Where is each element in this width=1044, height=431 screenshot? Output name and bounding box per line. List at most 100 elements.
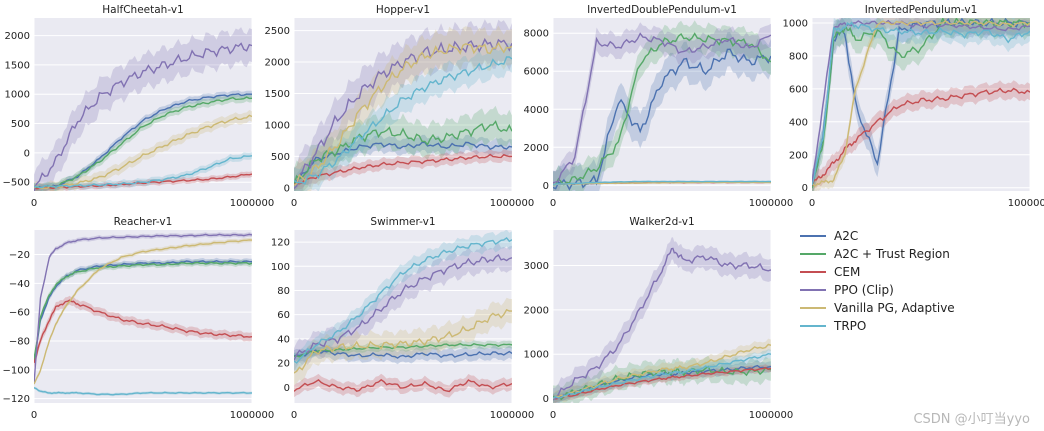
y-tick-label: 800 bbox=[789, 51, 808, 62]
line-a2c-trust-region bbox=[34, 261, 252, 360]
plot-series-group bbox=[812, 18, 1030, 191]
x-tick-label: 1000000 bbox=[230, 198, 275, 209]
line-cem bbox=[294, 153, 512, 186]
plot-background bbox=[812, 18, 1030, 191]
band-a2c bbox=[812, 18, 1030, 191]
y-tick-label: 100 bbox=[271, 262, 290, 273]
line-vanilla-pg-adaptive bbox=[294, 41, 512, 186]
y-tick-label: −20 bbox=[9, 250, 30, 261]
line-ppo-clip bbox=[34, 233, 252, 384]
y-tick-label: 500 bbox=[271, 152, 290, 163]
y-tick-label: 120 bbox=[271, 238, 290, 249]
watermark: CSDN @小叮当yyo bbox=[913, 412, 1030, 427]
band-ppo-clip bbox=[553, 237, 771, 403]
y-tick-label: 2000 bbox=[5, 31, 30, 42]
panel-swimmer-v1: 0 20 40 60 80 100 120 0 1000000 Swimmer-v1 bbox=[271, 216, 534, 421]
legend-label-a2c: A2C bbox=[834, 229, 858, 243]
plot-series-group bbox=[294, 19, 512, 191]
band-a2c-trust-region bbox=[553, 20, 771, 191]
line-trpo bbox=[294, 236, 512, 364]
line-trpo bbox=[553, 180, 771, 186]
y-tick-label: 8000 bbox=[524, 29, 549, 40]
y-tick-label: −120 bbox=[3, 394, 30, 405]
band-ppo-clip bbox=[294, 19, 512, 191]
legend-label-trpo: TRPO bbox=[833, 319, 866, 333]
line-a2c-trust-region bbox=[294, 120, 512, 185]
x-tick-label: 0 bbox=[31, 198, 37, 209]
y-tick-label: 0 bbox=[284, 383, 290, 394]
line-a2c-trust-region bbox=[553, 32, 771, 186]
panel-walker2d-v1: 0 1000 2000 3000 0 1000000 Walker2d-v1 bbox=[524, 216, 794, 421]
line-ppo-clip bbox=[553, 247, 771, 401]
y-tick-label: 600 bbox=[789, 84, 808, 95]
band-a2c bbox=[294, 134, 512, 191]
y-tick-label: 40 bbox=[277, 334, 290, 345]
band-vanilla-pg-adaptive bbox=[294, 297, 512, 386]
line-cem bbox=[812, 87, 1030, 187]
line-cem bbox=[553, 366, 771, 400]
y-tick-label: 400 bbox=[789, 117, 808, 128]
band-cem bbox=[34, 295, 252, 368]
x-tick-label: 1000000 bbox=[230, 410, 275, 421]
band-cem bbox=[553, 364, 771, 403]
y-tick-label: 4000 bbox=[524, 105, 549, 116]
y-tick-label: 80 bbox=[277, 286, 290, 297]
line-trpo bbox=[34, 386, 252, 396]
y-tick-label: 1500 bbox=[5, 60, 30, 71]
line-a2c-trust-region bbox=[34, 96, 252, 189]
panel-title: Hopper-v1 bbox=[376, 4, 430, 16]
plot-background bbox=[553, 18, 771, 191]
band-ppo-clip bbox=[553, 22, 771, 191]
x-tick-label: 0 bbox=[550, 410, 556, 421]
panel-title: Walker2d-v1 bbox=[629, 216, 694, 228]
line-trpo bbox=[553, 352, 771, 399]
y-tick-label: −80 bbox=[9, 337, 30, 348]
plot-background bbox=[34, 18, 252, 191]
plot-background bbox=[34, 230, 252, 403]
x-tick-label: 0 bbox=[291, 410, 297, 421]
line-a2c-trust-region bbox=[294, 342, 512, 358]
line-trpo bbox=[294, 56, 512, 185]
x-tick-label: 1000000 bbox=[490, 410, 535, 421]
plot-series-group bbox=[34, 27, 252, 191]
line-a2c-trust-region bbox=[812, 18, 1030, 189]
plot-series-group bbox=[294, 230, 512, 398]
line-ppo-clip bbox=[294, 253, 512, 361]
y-tick-label: 0 bbox=[543, 394, 549, 405]
plot-series-group bbox=[553, 20, 771, 191]
y-tick-label: 1000 bbox=[5, 90, 30, 101]
y-tick-label: 1000 bbox=[783, 18, 808, 29]
band-vanilla-pg-adaptive bbox=[812, 18, 1030, 191]
band-a2c-trust-region bbox=[294, 105, 512, 191]
line-ppo-clip bbox=[553, 32, 771, 184]
y-tick-label: −500 bbox=[3, 178, 30, 189]
y-tick-label: −60 bbox=[9, 308, 30, 319]
line-vanilla-pg-adaptive bbox=[553, 343, 771, 400]
band-ppo-clip bbox=[34, 27, 252, 191]
legend-label-vanilla-pg-adaptive: Vanilla PG, Adaptive bbox=[834, 301, 955, 315]
line-a2c bbox=[294, 349, 512, 359]
band-ppo-clip bbox=[294, 242, 512, 373]
line-cem bbox=[294, 378, 512, 393]
band-trpo bbox=[553, 349, 771, 403]
y-tick-label: −100 bbox=[3, 365, 30, 376]
panel-title: InvertedPendulum-v1 bbox=[865, 4, 978, 16]
band-trpo bbox=[294, 230, 512, 372]
x-tick-label: 1000000 bbox=[1008, 198, 1044, 209]
y-tick-label: 1000 bbox=[265, 120, 290, 131]
y-tick-label: 20 bbox=[277, 359, 290, 370]
legend-label-ppo-clip: PPO (Clip) bbox=[834, 283, 894, 297]
legend-label-cem: CEM bbox=[834, 265, 860, 279]
panel-title: HalfCheetah-v1 bbox=[102, 4, 183, 16]
plot-background bbox=[294, 230, 512, 403]
panel-reacher-v1: −120 −100 −80 −60 −40 −20 0 1000000 Reacher-v1 bbox=[3, 216, 275, 421]
line-trpo bbox=[34, 155, 252, 189]
panel-title: Reacher-v1 bbox=[114, 216, 173, 228]
y-tick-label: 2500 bbox=[265, 26, 290, 37]
y-tick-label: 0 bbox=[24, 148, 30, 159]
line-vanilla-pg-adaptive bbox=[34, 239, 252, 385]
line-vanilla-pg-adaptive bbox=[34, 114, 252, 190]
panel-inverteddoublependulum-v1: 0 2000 4000 6000 8000 0 1000000 InvertedDoubleP… bbox=[524, 4, 794, 209]
